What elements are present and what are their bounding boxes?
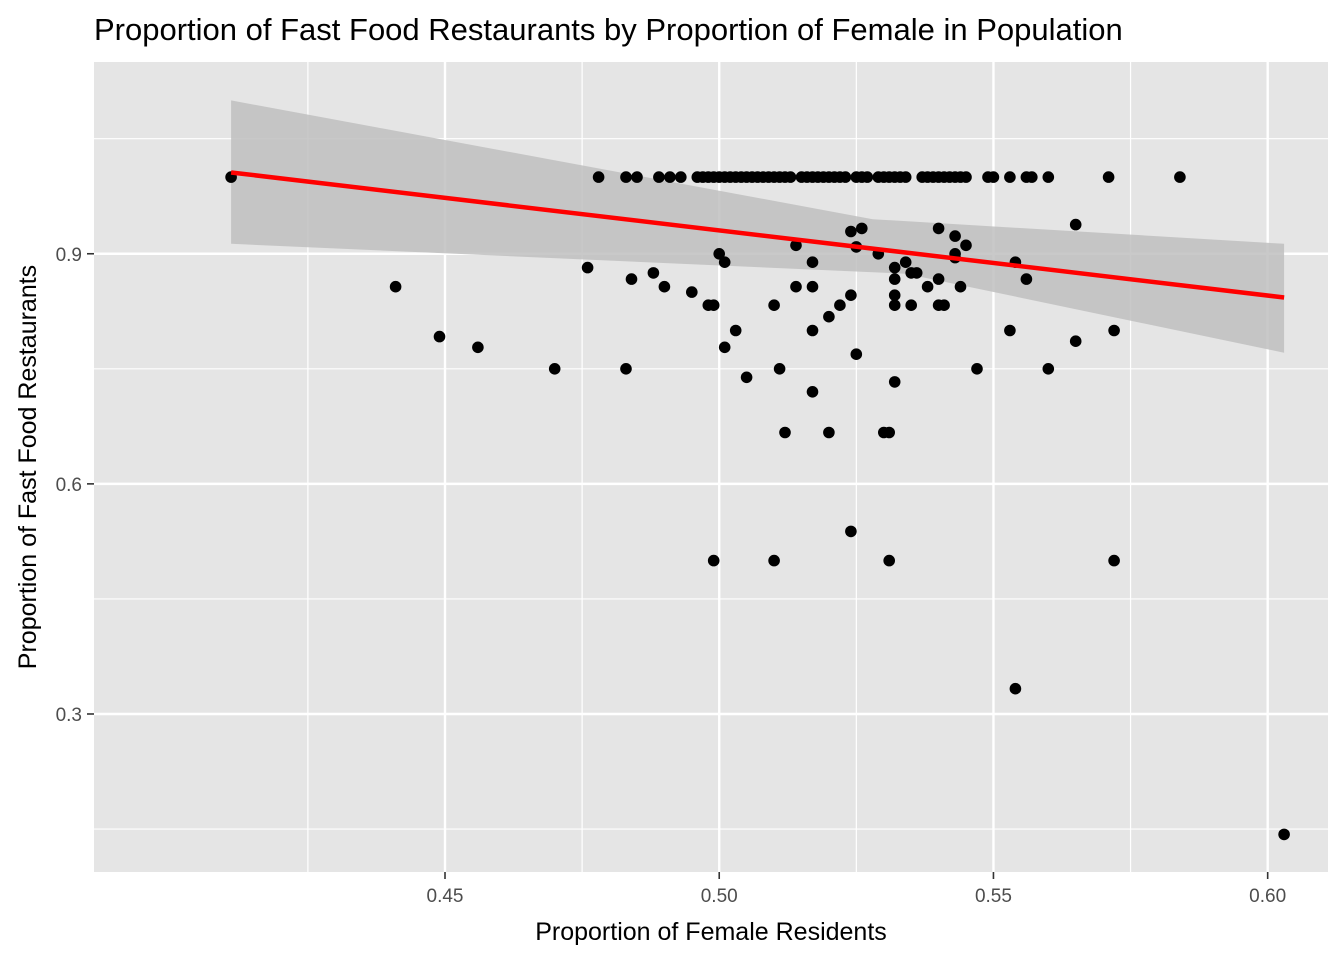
data-point — [1026, 171, 1038, 183]
data-point — [1042, 171, 1055, 183]
data-point — [1042, 363, 1055, 375]
x-axis-label: Proportion of Female Residents — [535, 918, 887, 946]
data-point — [1069, 218, 1082, 231]
data-point — [883, 426, 895, 439]
fit-line-layer — [230, 170, 1285, 300]
data-point — [971, 363, 983, 375]
chart-title: Proportion of Fast Food Restaurants by P… — [94, 12, 1123, 47]
data-point — [899, 256, 912, 269]
data-point — [718, 256, 731, 269]
data-point — [888, 299, 901, 312]
data-point — [932, 222, 945, 235]
data-point — [883, 554, 895, 567]
data-point — [1004, 171, 1016, 183]
data-point — [910, 267, 923, 279]
data-point — [433, 330, 446, 343]
data-point — [1108, 554, 1120, 567]
y-tick-label: 0.3 — [56, 705, 82, 726]
data-point — [949, 230, 961, 242]
y-tick-label: 0.6 — [56, 475, 82, 496]
data-point — [729, 324, 742, 337]
data-point — [631, 171, 643, 183]
data-point — [960, 239, 972, 252]
data-point — [658, 280, 671, 293]
data-point — [823, 426, 835, 439]
data-point — [707, 299, 720, 312]
data-point — [954, 280, 967, 293]
data-point — [806, 324, 819, 337]
fit-line — [230, 170, 1285, 300]
data-point — [932, 273, 945, 285]
data-point — [905, 299, 917, 312]
data-point — [856, 222, 868, 235]
y-axis: 0.3 0.6 0.9 — [56, 245, 94, 726]
data-point — [888, 289, 901, 302]
data-points — [225, 171, 1290, 841]
data-point — [1102, 171, 1115, 183]
data-point — [1069, 335, 1082, 348]
data-point — [806, 280, 819, 293]
data-point — [888, 273, 901, 285]
data-point — [548, 363, 561, 375]
data-point — [888, 376, 901, 388]
data-point — [987, 171, 1000, 183]
data-point — [653, 171, 665, 183]
y-axis-label: Proportion of Fast Food Restaurants — [14, 265, 42, 669]
data-point — [718, 341, 731, 354]
data-point — [620, 363, 632, 375]
data-point — [581, 261, 594, 274]
y-tick-label: 0.9 — [56, 245, 82, 266]
data-point — [845, 225, 857, 238]
data-point — [1020, 273, 1033, 285]
data-point — [823, 310, 835, 323]
data-point — [861, 171, 874, 183]
data-point — [899, 171, 912, 183]
data-point — [472, 341, 484, 354]
data-point — [768, 554, 780, 567]
x-tick-label: 0.55 — [975, 886, 1012, 907]
data-point — [768, 299, 780, 312]
data-point — [620, 171, 632, 183]
data-point — [790, 239, 802, 252]
data-point — [845, 525, 857, 538]
data-point — [389, 280, 402, 293]
data-point — [888, 261, 901, 274]
confidence-band — [231, 100, 1285, 353]
data-point — [845, 289, 857, 302]
data-point — [625, 273, 638, 285]
data-point — [740, 371, 753, 384]
data-point — [834, 299, 846, 312]
data-point — [850, 348, 863, 361]
x-tick-label: 0.60 — [1249, 886, 1286, 907]
data-point — [790, 280, 802, 293]
data-point — [938, 299, 950, 312]
data-point — [664, 171, 676, 183]
data-point — [1009, 682, 1022, 695]
data-point — [839, 171, 852, 183]
data-point — [784, 171, 797, 183]
data-point — [960, 171, 972, 183]
data-point — [592, 171, 605, 183]
x-tick-label: 0.50 — [701, 886, 738, 907]
data-point — [707, 554, 720, 567]
data-point — [647, 267, 660, 279]
x-tick-label: 0.45 — [427, 886, 464, 907]
data-point — [1108, 324, 1120, 337]
data-point — [806, 256, 819, 269]
confidence-ribbon — [231, 100, 1285, 353]
data-point — [675, 171, 687, 183]
data-point — [779, 426, 791, 439]
data-point — [806, 386, 819, 398]
data-point — [686, 286, 698, 298]
data-point — [1174, 171, 1186, 183]
data-point — [1278, 828, 1290, 841]
data-point — [1004, 324, 1016, 337]
x-axis: 0.45 0.50 0.55 0.60 — [427, 872, 1286, 907]
data-point — [773, 363, 786, 375]
data-point — [713, 248, 725, 260]
data-point — [921, 280, 934, 293]
